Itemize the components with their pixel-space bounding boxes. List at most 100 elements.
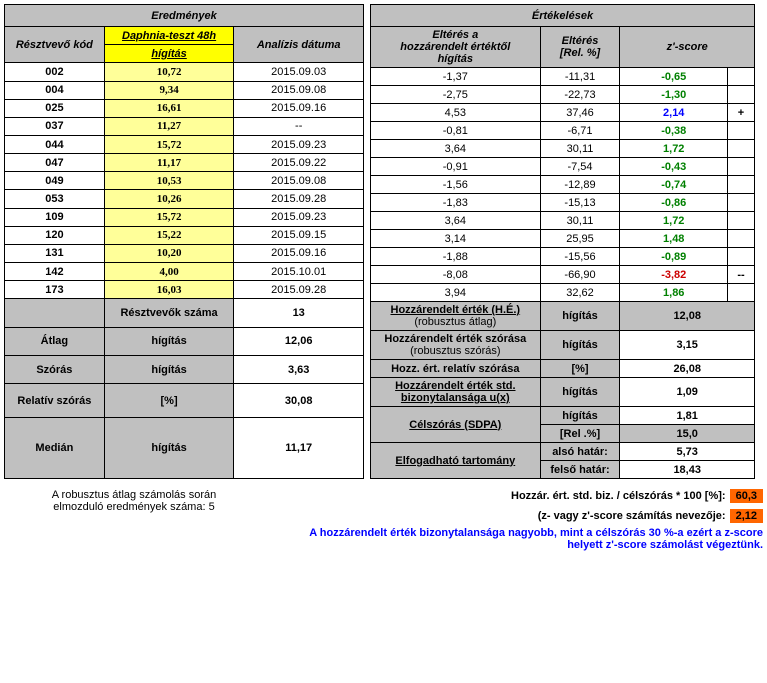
col-code: Résztvevő kód bbox=[5, 27, 105, 63]
flag-cell bbox=[728, 158, 755, 176]
date-cell: 2015.09.08 bbox=[234, 172, 364, 190]
val-cell: 15,72 bbox=[104, 208, 234, 226]
date-cell: 2015.10.01 bbox=[234, 263, 364, 281]
diff-cell: -1,83 bbox=[371, 194, 541, 212]
col-test-line2: hígítás bbox=[104, 45, 234, 63]
target-unit2: [Rel .%] bbox=[540, 425, 620, 443]
z-cell: -0,38 bbox=[620, 122, 728, 140]
rel-cell: -66,90 bbox=[540, 266, 620, 284]
date-cell: 2015.09.08 bbox=[234, 81, 364, 99]
diff-cell: -2,75 bbox=[371, 86, 541, 104]
diff-cell: -1,88 bbox=[371, 248, 541, 266]
unc-val: 1,09 bbox=[620, 378, 755, 407]
eval-table: Értékelések Eltérés a hozzárendelt érték… bbox=[370, 4, 755, 479]
stat-label: Szórás bbox=[5, 355, 105, 383]
date-cell: 2015.09.03 bbox=[234, 63, 364, 81]
rel-cell: -22,73 bbox=[540, 86, 620, 104]
diff-cell: -0,81 bbox=[371, 122, 541, 140]
diff-cell: -1,56 bbox=[371, 176, 541, 194]
stat-unit: Résztvevők száma bbox=[104, 299, 234, 327]
z-cell: 1,72 bbox=[620, 140, 728, 158]
z-cell: 1,72 bbox=[620, 212, 728, 230]
val-cell: 10,72 bbox=[104, 63, 234, 81]
flag-cell bbox=[728, 194, 755, 212]
target-val1: 1,81 bbox=[620, 407, 755, 425]
z-cell: -0,43 bbox=[620, 158, 728, 176]
z-cell: -0,74 bbox=[620, 176, 728, 194]
code-cell: 131 bbox=[5, 244, 105, 262]
eval-col1: Eltérés a hozzárendelt értéktől hígítás bbox=[371, 27, 541, 68]
val-cell: 11,27 bbox=[104, 117, 234, 135]
code-cell: 002 bbox=[5, 63, 105, 81]
code-cell: 047 bbox=[5, 154, 105, 172]
target-unit1: hígítás bbox=[540, 407, 620, 425]
rel-cell: -15,13 bbox=[540, 194, 620, 212]
target-val2: 15,0 bbox=[620, 425, 755, 443]
date-cell: 2015.09.28 bbox=[234, 281, 364, 299]
date-cell: 2015.09.22 bbox=[234, 154, 364, 172]
range-low-label: alsó határ: bbox=[540, 443, 620, 461]
z-cell: -3,82 bbox=[620, 266, 728, 284]
footer: A robusztus átlag számolás során elmozdu… bbox=[4, 489, 763, 551]
code-cell: 049 bbox=[5, 172, 105, 190]
date-cell: 2015.09.28 bbox=[234, 190, 364, 208]
flag-cell bbox=[728, 122, 755, 140]
stat-label: Átlag bbox=[5, 327, 105, 355]
val-cell: 10,20 bbox=[104, 244, 234, 262]
eval-col3: z'-score bbox=[620, 27, 755, 68]
stat-val: 30,08 bbox=[234, 384, 364, 418]
z-cell: -0,86 bbox=[620, 194, 728, 212]
code-cell: 173 bbox=[5, 281, 105, 299]
diff-cell: 3,14 bbox=[371, 230, 541, 248]
range-low-val: 5,73 bbox=[620, 443, 755, 461]
spread-val: 3,15 bbox=[620, 331, 755, 360]
footer-left: A robusztus átlag számolás során elmozdu… bbox=[4, 489, 264, 513]
val-cell: 10,53 bbox=[104, 172, 234, 190]
flag-cell bbox=[728, 230, 755, 248]
rel-cell: -12,89 bbox=[540, 176, 620, 194]
col-date: Analízis dátuma bbox=[234, 27, 364, 63]
results-table: Eredmények Résztvevő kód Daphnia-teszt 4… bbox=[4, 4, 364, 479]
flag-cell bbox=[728, 86, 755, 104]
code-cell: 142 bbox=[5, 263, 105, 281]
diff-cell: 4,53 bbox=[371, 104, 541, 122]
footer-val2: 2,12 bbox=[730, 509, 763, 523]
range-high-label: felső határ: bbox=[540, 461, 620, 479]
eval-col2: Eltérés [Rel. %] bbox=[540, 27, 620, 68]
date-cell: 2015.09.23 bbox=[234, 136, 364, 154]
z-cell: 1,48 bbox=[620, 230, 728, 248]
diff-cell: -8,08 bbox=[371, 266, 541, 284]
flag-cell bbox=[728, 248, 755, 266]
stat-unit: hígítás bbox=[104, 418, 234, 479]
stat-val: 12,06 bbox=[234, 327, 364, 355]
unc-unit: hígítás bbox=[540, 378, 620, 407]
flag-cell: -- bbox=[728, 266, 755, 284]
relsp-label: Hozz. ért. relatív szórása bbox=[371, 360, 541, 378]
val-cell: 9,34 bbox=[104, 81, 234, 99]
range-label: Elfogadható tartomány bbox=[371, 443, 541, 479]
date-cell: 2015.09.23 bbox=[234, 208, 364, 226]
rel-cell: 30,11 bbox=[540, 140, 620, 158]
val-cell: 15,22 bbox=[104, 226, 234, 244]
relsp-unit: [%] bbox=[540, 360, 620, 378]
results-title: Eredmények bbox=[5, 5, 364, 27]
relsp-val: 26,08 bbox=[620, 360, 755, 378]
footer-right: Hozzár. ért. std. biz. / célszórás * 100… bbox=[264, 489, 763, 551]
val-cell: 10,26 bbox=[104, 190, 234, 208]
val-cell: 15,72 bbox=[104, 136, 234, 154]
rel-cell: -6,71 bbox=[540, 122, 620, 140]
date-cell: -- bbox=[234, 117, 364, 135]
flag-cell bbox=[728, 212, 755, 230]
diff-cell: 3,64 bbox=[371, 140, 541, 158]
diff-cell: -1,37 bbox=[371, 68, 541, 86]
z-cell: -0,65 bbox=[620, 68, 728, 86]
code-cell: 004 bbox=[5, 81, 105, 99]
code-cell: 120 bbox=[5, 226, 105, 244]
footer-val1: 60,3 bbox=[730, 489, 763, 503]
z-cell: 1,86 bbox=[620, 284, 728, 302]
spread-label: Hozzárendelt érték szórása(robusztus szó… bbox=[371, 331, 541, 360]
code-cell: 037 bbox=[5, 117, 105, 135]
code-cell: 044 bbox=[5, 136, 105, 154]
flag-cell bbox=[728, 68, 755, 86]
assigned-label: Hozzárendelt érték (H.É.)(robusztus átla… bbox=[371, 302, 541, 331]
